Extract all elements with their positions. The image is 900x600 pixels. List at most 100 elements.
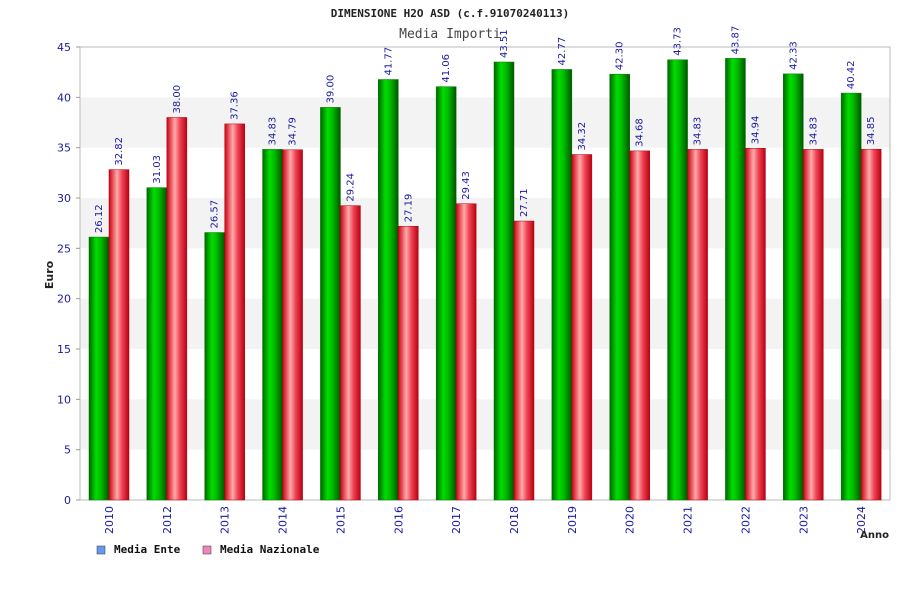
x-tick-label: 2020 bbox=[624, 506, 637, 534]
legend-label-media-nazionale: Media Nazionale bbox=[220, 543, 320, 556]
y-tick-label: 5 bbox=[64, 444, 71, 457]
data-label: 43.87 bbox=[730, 26, 741, 55]
x-tick-label: 2016 bbox=[392, 506, 405, 534]
bar-media-nazionale-2020 bbox=[629, 150, 650, 501]
data-label: 42.77 bbox=[557, 37, 568, 66]
grid-band bbox=[80, 47, 890, 98]
data-label: 26.57 bbox=[210, 200, 221, 229]
bar-media-ente-2020 bbox=[609, 73, 630, 501]
bar-media-ente-2023 bbox=[783, 73, 804, 501]
bar-media-ente-2013 bbox=[204, 232, 225, 501]
x-tick-label: 2021 bbox=[682, 506, 695, 534]
y-tick-label: 20 bbox=[57, 293, 71, 306]
legend: Media Ente Media Nazionale bbox=[96, 543, 320, 556]
data-label: 43.51 bbox=[499, 29, 510, 58]
x-tick-label: 2022 bbox=[739, 506, 752, 534]
y-tick-label: 15 bbox=[57, 343, 71, 356]
data-label: 27.19 bbox=[403, 194, 414, 223]
bar-media-nazionale-2016 bbox=[398, 226, 419, 501]
bar-media-ente-2014 bbox=[262, 149, 283, 501]
grid-band bbox=[80, 97, 890, 148]
bar-media-ente-2012 bbox=[146, 187, 168, 501]
data-label: 31.03 bbox=[152, 155, 163, 184]
chart-title: DIMENSIONE H2O ASD (c.f.91070240113) bbox=[331, 7, 569, 20]
legend-swatch-media-ente bbox=[96, 545, 106, 555]
data-label: 41.77 bbox=[383, 47, 394, 76]
data-label: 34.79 bbox=[288, 117, 299, 146]
x-tick-label: 2018 bbox=[508, 506, 521, 534]
bar-media-nazionale-2024 bbox=[860, 148, 882, 501]
legend-swatch-media-nazionale bbox=[202, 545, 212, 555]
bar-media-nazionale-2019 bbox=[571, 154, 593, 501]
x-tick-label: 2014 bbox=[277, 506, 290, 534]
bar-media-nazionale-2023 bbox=[803, 149, 824, 501]
data-label: 37.36 bbox=[230, 91, 241, 120]
y-axis-label: Euro bbox=[43, 260, 56, 289]
data-label: 39.00 bbox=[325, 75, 336, 104]
y-axis-ticks: 0 5 10 15 20 25 30 35 40 45 bbox=[57, 41, 80, 507]
data-label: 29.43 bbox=[461, 171, 472, 200]
bar-media-ente-2021 bbox=[667, 59, 688, 501]
y-tick-label: 25 bbox=[57, 242, 71, 255]
x-tick-label: 2013 bbox=[219, 506, 232, 534]
x-tick-label: 2024 bbox=[855, 506, 868, 534]
data-label: 42.33 bbox=[788, 41, 799, 70]
data-label: 42.30 bbox=[615, 42, 626, 71]
bar-media-ente-2016 bbox=[378, 79, 399, 501]
bar-media-ente-2019 bbox=[551, 69, 573, 501]
grid-band bbox=[80, 399, 890, 450]
bar-media-nazionale-2015 bbox=[340, 205, 361, 501]
data-label: 40.42 bbox=[846, 60, 857, 89]
bar-media-nazionale-2014 bbox=[282, 149, 303, 501]
x-axis-label: Anno bbox=[860, 530, 889, 541]
grid-band bbox=[80, 198, 890, 249]
plot-frame bbox=[79, 46, 891, 501]
y-tick-label: 35 bbox=[57, 142, 71, 155]
x-tick-label: 2023 bbox=[797, 506, 810, 534]
data-label: 34.68 bbox=[635, 118, 646, 147]
x-tick-label: 2010 bbox=[103, 506, 116, 534]
x-axis-ticks: 2010 2012 2013 2014 2015 2016 2017 2018 2019 2020… bbox=[103, 506, 868, 534]
y-tick-label: 0 bbox=[64, 494, 71, 507]
bar-media-nazionale-2018 bbox=[513, 220, 535, 501]
data-label: 32.82 bbox=[114, 137, 125, 166]
data-label: 34.83 bbox=[693, 117, 704, 146]
bar-media-nazionale-2013 bbox=[224, 123, 245, 501]
data-label: 34.83 bbox=[268, 117, 279, 146]
bar-media-ente-2018 bbox=[493, 61, 515, 501]
bars: 26.12 32.82 31.03 38.00 26.57 37.36 34.83 34.79… bbox=[88, 26, 882, 501]
bar-media-nazionale-2022 bbox=[745, 148, 766, 501]
grid-band bbox=[80, 248, 890, 299]
data-label: 43.73 bbox=[673, 27, 684, 56]
x-tick-label: 2017 bbox=[450, 506, 463, 534]
bar-media-nazionale-2012 bbox=[166, 117, 188, 501]
y-tick-label: 45 bbox=[57, 41, 71, 54]
x-tick-label: 2012 bbox=[161, 506, 174, 534]
bar-media-ente-2010 bbox=[88, 236, 110, 501]
y-tick-label: 30 bbox=[57, 192, 71, 205]
legend-label-media-ente: Media Ente bbox=[114, 543, 181, 556]
data-label: 34.83 bbox=[808, 117, 819, 146]
data-label: 27.71 bbox=[519, 188, 530, 217]
data-label: 26.12 bbox=[94, 204, 105, 233]
plot-background bbox=[80, 47, 890, 500]
bar-media-ente-2022 bbox=[725, 58, 746, 501]
data-label: 34.85 bbox=[866, 117, 877, 146]
bar-media-ente-2024 bbox=[840, 92, 862, 501]
data-label: 41.06 bbox=[441, 54, 452, 83]
x-tick-label: 2019 bbox=[566, 506, 579, 534]
grid-band bbox=[80, 147, 890, 198]
y-tick-label: 40 bbox=[57, 91, 71, 104]
y-tick-label: 10 bbox=[57, 393, 71, 406]
grid-band bbox=[80, 349, 890, 400]
bar-media-ente-2015 bbox=[320, 107, 341, 501]
data-label: 34.94 bbox=[750, 116, 761, 145]
bar-media-ente-2017 bbox=[435, 86, 457, 501]
bar-media-nazionale-2021 bbox=[687, 149, 708, 501]
bar-media-nazionale-2017 bbox=[455, 203, 477, 501]
grid-band bbox=[80, 449, 890, 500]
data-label: 38.00 bbox=[172, 85, 183, 114]
grid-band bbox=[80, 298, 890, 349]
data-label: 29.24 bbox=[345, 173, 356, 202]
